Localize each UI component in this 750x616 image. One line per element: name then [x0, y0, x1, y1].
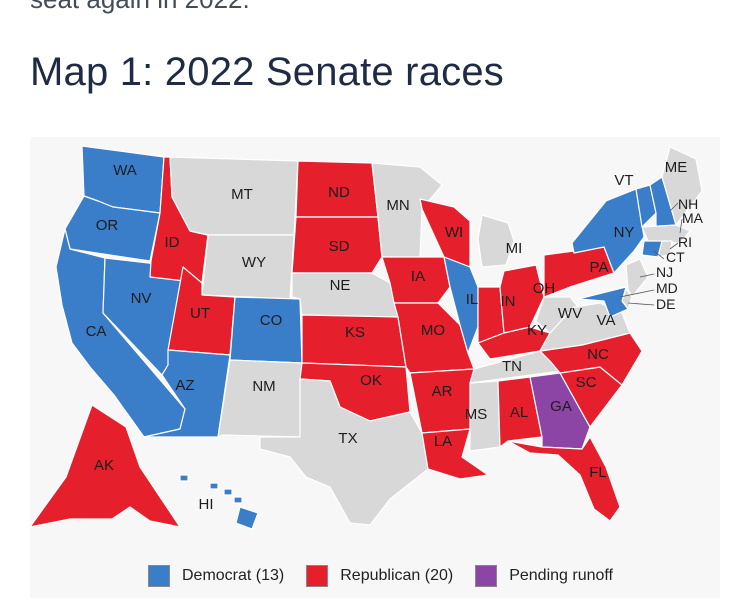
- state-mn: [371, 162, 443, 258]
- state-nj: [625, 258, 649, 298]
- legend-swatch-runoff: [475, 565, 498, 587]
- leader-line-ct: [653, 250, 665, 260]
- state-label-ne: NE: [330, 277, 351, 294]
- state-label-id: ID: [165, 234, 180, 251]
- state-va: [539, 302, 631, 352]
- state-sd: [291, 216, 383, 274]
- state-fl: [507, 436, 621, 522]
- state-ma: [641, 224, 691, 244]
- state-label-mt: MT: [231, 186, 253, 203]
- map-title: Map 1: 2022 Senate races: [30, 50, 504, 94]
- state-label-in: IN: [501, 293, 516, 310]
- state-wv: [535, 296, 579, 334]
- state-co: [229, 296, 303, 364]
- map-legend: Democrat (13) Republican (20) Pending ru…: [148, 565, 613, 587]
- state-label-mo: MO: [421, 322, 445, 339]
- legend-label-runoff: Pending runoff: [509, 567, 613, 584]
- state-label-sc: SC: [576, 374, 597, 391]
- leader-line-ma: [679, 218, 683, 234]
- state-label-ut: UT: [190, 305, 210, 322]
- state-label-sd: SD: [329, 238, 350, 255]
- leader-line-ri: [669, 242, 679, 250]
- state-tx: [259, 378, 429, 526]
- legend-label-republican: Republican (20): [340, 567, 454, 584]
- leader-line-de: [627, 302, 655, 306]
- legend-item-republican: Republican (20): [306, 565, 453, 587]
- state-label-ms: MS: [465, 406, 488, 423]
- state-ar: [409, 368, 475, 434]
- state-label-vt: VT: [614, 172, 633, 189]
- state-label-fl: FL: [589, 464, 607, 481]
- state-nm: [217, 359, 303, 438]
- state-label-wa: WA: [113, 162, 137, 179]
- state-label-mi: MI: [506, 240, 523, 257]
- state-label-tn: TN: [502, 358, 522, 375]
- state-label-nh: NH: [678, 196, 698, 212]
- state-label-il: IL: [466, 291, 479, 308]
- state-label-ny: NY: [614, 224, 635, 241]
- senate-map: WA OR CA NV ID MT WY UT AZ CO NM ND SD NE KS OK TX MN IA MO…: [30, 137, 720, 598]
- us-map-svg: WA OR CA NV ID MT WY UT AZ CO NM ND SD NE KS OK TX MN IA MO…: [30, 145, 704, 530]
- state-label-ia: IA: [411, 268, 425, 285]
- state-label-la: LA: [434, 433, 452, 450]
- state-label-hi: HI: [199, 496, 214, 513]
- legend-item-democrat: Democrat (13): [148, 565, 284, 587]
- state-il: [443, 256, 479, 354]
- state-label-ky: KY: [527, 322, 547, 339]
- state-label-ma: MA: [682, 210, 704, 226]
- legend-label-democrat: Democrat (13): [182, 567, 285, 584]
- state-label-nm: NM: [252, 378, 275, 395]
- state-label-ri: RI: [678, 234, 692, 250]
- state-label-al: AL: [510, 404, 528, 421]
- state-label-mn: MN: [386, 197, 409, 214]
- legend-swatch-democrat: [148, 565, 170, 587]
- state-label-ga: GA: [550, 398, 572, 415]
- state-al: [497, 376, 543, 448]
- legend-swatch-republican: [306, 565, 329, 587]
- state-label-nj: NJ: [656, 264, 673, 280]
- state-label-nd: ND: [328, 184, 350, 201]
- state-label-ak: AK: [94, 457, 114, 474]
- leader-line-nj: [639, 273, 655, 278]
- state-label-tx: TX: [338, 430, 357, 447]
- state-ms: [469, 380, 501, 452]
- state-label-nv: NV: [131, 290, 152, 307]
- state-ak: [30, 404, 181, 528]
- state-label-va: VA: [597, 312, 616, 329]
- state-label-de: DE: [656, 296, 675, 312]
- state-label-wi: WI: [445, 224, 463, 241]
- legend-item-runoff: Pending runoff: [475, 565, 613, 587]
- state-label-ok: OK: [360, 372, 382, 389]
- state-mi: [477, 214, 515, 268]
- state-label-co: CO: [260, 312, 283, 329]
- leader-line-md: [619, 289, 655, 298]
- state-label-ca: CA: [86, 323, 107, 340]
- state-label-ar: AR: [432, 383, 453, 400]
- state-me: [661, 146, 703, 226]
- state-label-wv: WV: [558, 305, 582, 322]
- state-ks: [301, 314, 407, 368]
- state-label-ct: CT: [666, 249, 685, 265]
- state-label-md: MD: [656, 280, 678, 296]
- state-hi: [179, 474, 259, 530]
- state-md: [577, 286, 629, 318]
- state-label-az: AZ: [175, 377, 194, 394]
- leader-line-nh: [669, 202, 679, 212]
- state-label-nc: NC: [587, 346, 609, 363]
- state-ri: [657, 240, 673, 258]
- state-ny: [571, 188, 645, 274]
- state-label-ks: KS: [345, 324, 365, 341]
- state-label-oh: OH: [533, 280, 556, 297]
- previous-paragraph-text: seat again in 2022.: [30, 0, 250, 15]
- state-label-wy: WY: [242, 254, 266, 271]
- state-label-pa: PA: [590, 259, 609, 276]
- state-label-me: ME: [665, 159, 688, 176]
- state-label-or: OR: [96, 217, 119, 234]
